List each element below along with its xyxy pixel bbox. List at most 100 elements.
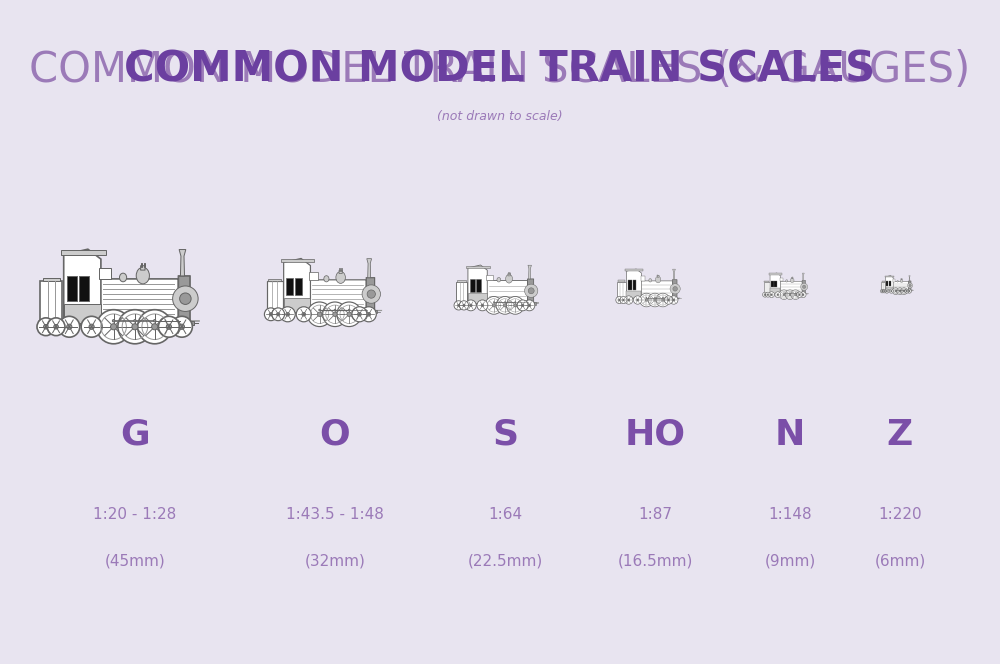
Circle shape: [800, 291, 806, 297]
Circle shape: [348, 309, 350, 311]
FancyBboxPatch shape: [780, 282, 802, 292]
Circle shape: [648, 293, 662, 307]
Circle shape: [334, 309, 336, 311]
Circle shape: [503, 303, 507, 307]
FancyBboxPatch shape: [43, 278, 60, 281]
Circle shape: [673, 299, 675, 301]
Circle shape: [463, 304, 465, 307]
Circle shape: [907, 289, 911, 293]
FancyBboxPatch shape: [641, 276, 645, 281]
Circle shape: [764, 294, 766, 295]
Circle shape: [454, 301, 463, 310]
FancyBboxPatch shape: [366, 278, 375, 311]
FancyBboxPatch shape: [641, 281, 672, 297]
Circle shape: [132, 323, 138, 330]
Circle shape: [618, 299, 620, 301]
Text: (9mm): (9mm): [764, 554, 816, 568]
Circle shape: [895, 290, 896, 291]
Circle shape: [67, 324, 72, 329]
Circle shape: [664, 296, 673, 304]
Circle shape: [528, 288, 534, 293]
Circle shape: [897, 288, 903, 295]
Text: 1:20 - 1:28: 1:20 - 1:28: [93, 507, 177, 522]
Circle shape: [118, 309, 152, 344]
Circle shape: [908, 283, 913, 288]
FancyBboxPatch shape: [339, 270, 342, 274]
FancyBboxPatch shape: [628, 280, 632, 290]
Circle shape: [668, 299, 670, 301]
Circle shape: [112, 319, 115, 322]
Polygon shape: [528, 265, 531, 279]
Ellipse shape: [897, 280, 898, 282]
Text: COMMON MODEL TRAIN SCALES: COMMON MODEL TRAIN SCALES: [124, 48, 876, 91]
Circle shape: [44, 325, 48, 329]
Circle shape: [37, 318, 55, 335]
Circle shape: [47, 318, 65, 335]
Circle shape: [791, 290, 800, 299]
FancyBboxPatch shape: [178, 276, 190, 321]
Ellipse shape: [900, 280, 903, 282]
Ellipse shape: [649, 279, 652, 282]
Circle shape: [465, 300, 476, 311]
Circle shape: [625, 296, 633, 304]
FancyBboxPatch shape: [79, 276, 89, 301]
Circle shape: [795, 293, 796, 295]
Circle shape: [801, 284, 808, 290]
FancyBboxPatch shape: [764, 293, 805, 294]
Circle shape: [477, 300, 488, 311]
Text: G: G: [120, 418, 150, 452]
Circle shape: [307, 302, 332, 327]
Ellipse shape: [790, 278, 794, 283]
FancyBboxPatch shape: [886, 281, 888, 286]
Circle shape: [361, 307, 376, 322]
Text: 1:87: 1:87: [638, 507, 672, 522]
Circle shape: [317, 312, 322, 317]
Circle shape: [367, 312, 371, 316]
Circle shape: [504, 301, 506, 303]
Circle shape: [802, 286, 806, 288]
FancyBboxPatch shape: [456, 282, 467, 303]
FancyBboxPatch shape: [61, 250, 106, 255]
FancyBboxPatch shape: [476, 279, 481, 291]
Ellipse shape: [506, 274, 513, 283]
FancyBboxPatch shape: [141, 266, 145, 270]
Circle shape: [662, 299, 664, 301]
Circle shape: [903, 290, 905, 291]
Circle shape: [514, 303, 517, 307]
Circle shape: [779, 290, 789, 299]
Circle shape: [892, 288, 899, 295]
Circle shape: [769, 291, 775, 297]
Circle shape: [296, 307, 311, 322]
Circle shape: [673, 286, 677, 291]
FancyBboxPatch shape: [805, 293, 806, 294]
Circle shape: [352, 307, 367, 322]
Circle shape: [789, 293, 791, 295]
Polygon shape: [367, 259, 372, 278]
Text: (16.5mm): (16.5mm): [617, 554, 693, 568]
Circle shape: [517, 300, 528, 311]
Circle shape: [264, 308, 277, 321]
Polygon shape: [886, 276, 893, 290]
Circle shape: [302, 312, 306, 316]
Circle shape: [152, 323, 158, 330]
Circle shape: [481, 304, 484, 307]
Circle shape: [882, 290, 886, 293]
FancyBboxPatch shape: [281, 259, 314, 262]
Circle shape: [623, 299, 624, 301]
Circle shape: [179, 324, 185, 329]
FancyBboxPatch shape: [764, 282, 770, 293]
Circle shape: [272, 308, 285, 321]
Text: 1:43.5 - 1:48: 1:43.5 - 1:48: [286, 507, 384, 522]
FancyBboxPatch shape: [466, 266, 490, 268]
Circle shape: [802, 294, 804, 295]
Circle shape: [134, 319, 136, 322]
Circle shape: [528, 304, 531, 307]
FancyBboxPatch shape: [508, 274, 510, 276]
Circle shape: [670, 284, 680, 294]
Polygon shape: [802, 273, 804, 280]
Circle shape: [524, 300, 535, 311]
Circle shape: [885, 289, 889, 293]
FancyBboxPatch shape: [40, 281, 62, 323]
Circle shape: [153, 319, 156, 322]
FancyBboxPatch shape: [893, 282, 909, 290]
